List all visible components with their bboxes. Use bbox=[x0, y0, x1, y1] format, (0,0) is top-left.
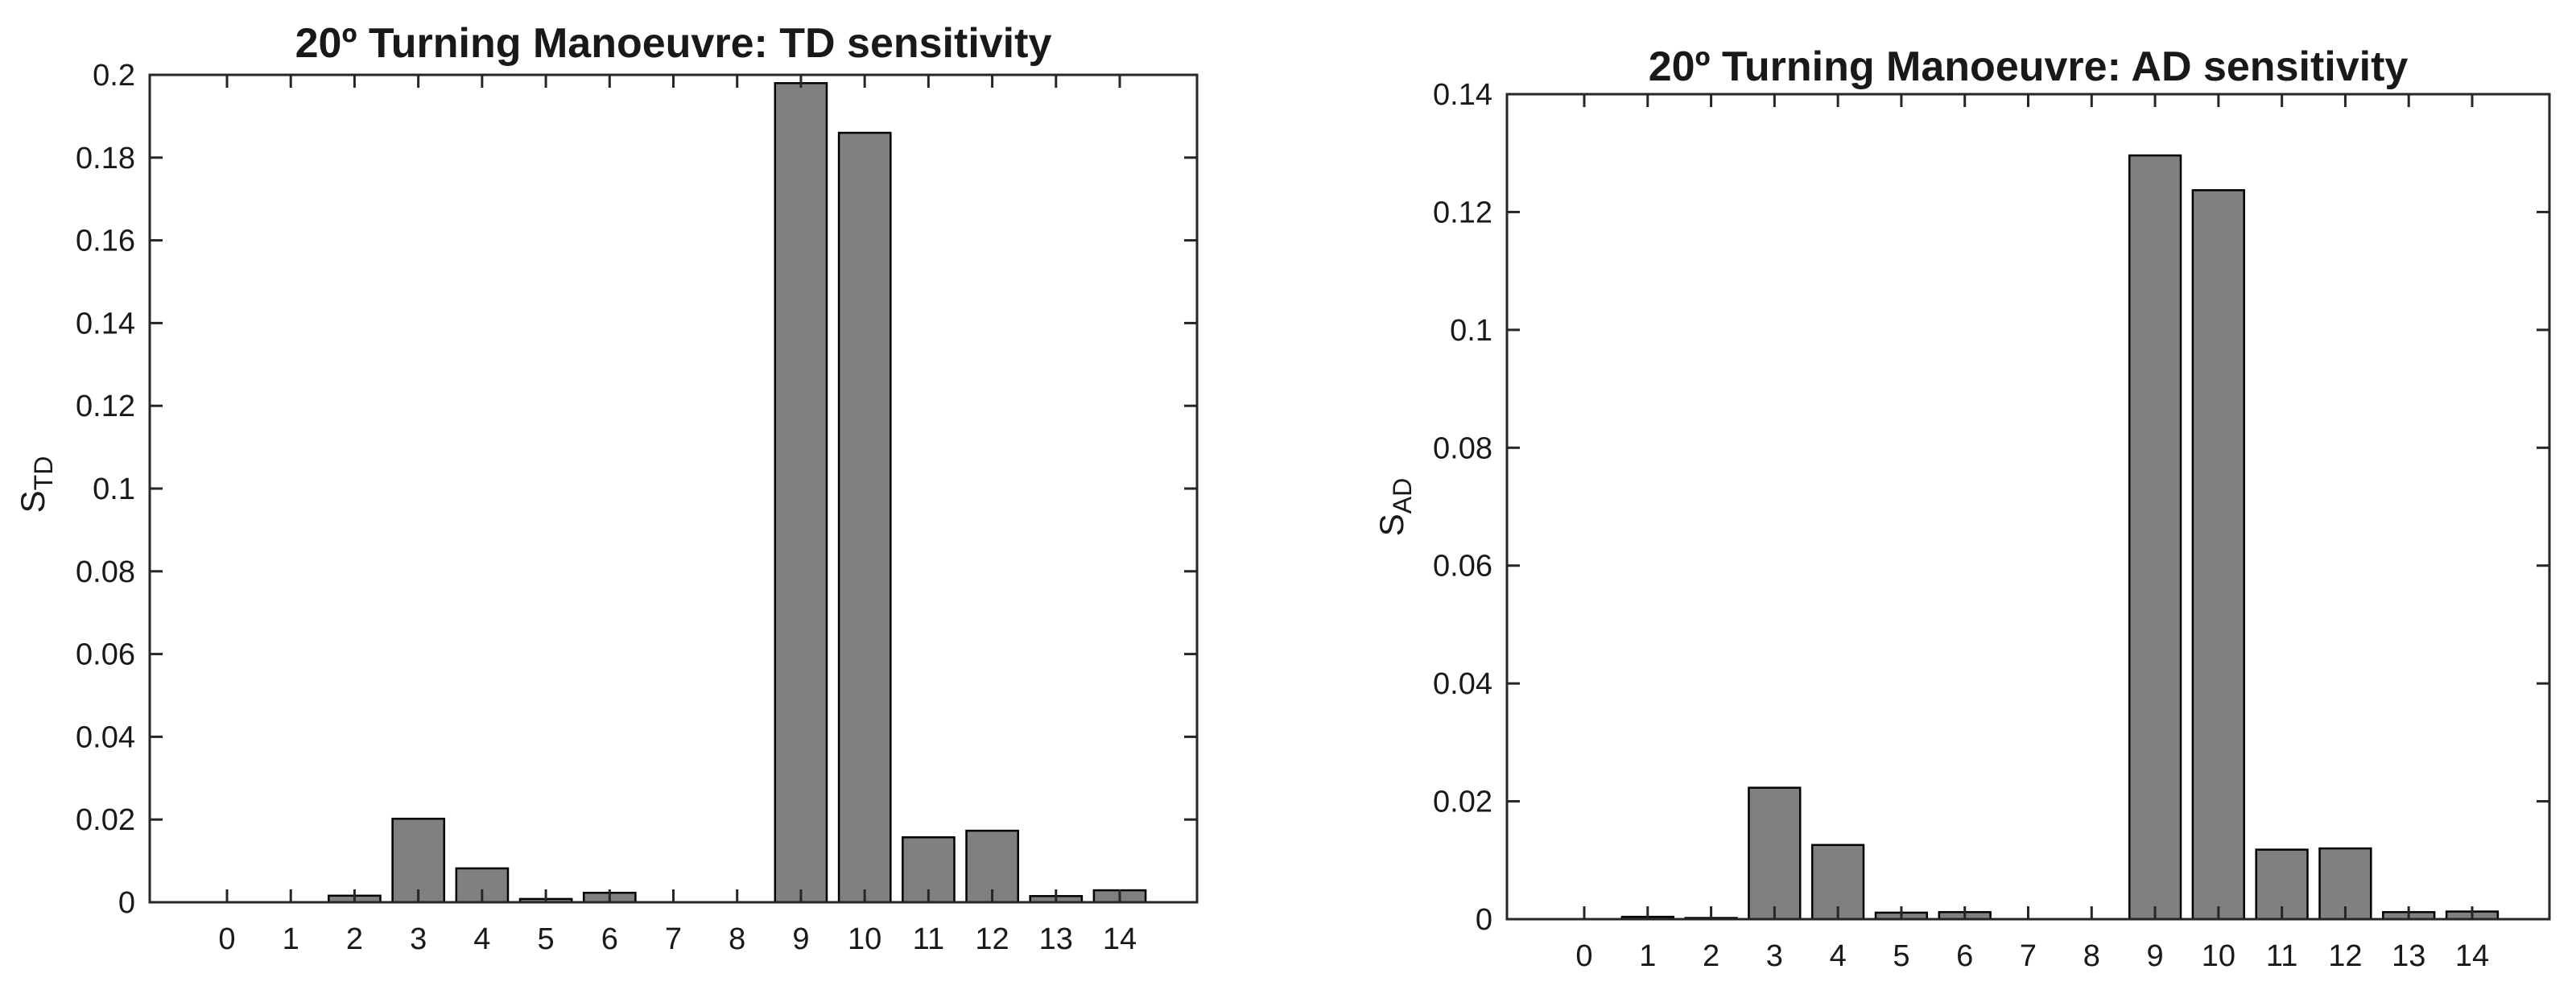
bar bbox=[774, 82, 828, 904]
x-tick-label: 10 bbox=[2202, 939, 2235, 973]
y-tick-label: 0.16 bbox=[76, 225, 135, 258]
axis-box bbox=[148, 73, 1199, 904]
chart-ad: 0 1 2 3 4 5 6 7 8 9 10 11 12 13 1400.020.040.060.080.1… bbox=[1433, 78, 2551, 973]
y-axis-label-td-sub: TD bbox=[29, 456, 58, 491]
x-tick-label: 5 bbox=[538, 922, 555, 956]
y-tick-label: 0.14 bbox=[76, 307, 135, 340]
x-tick-label: 11 bbox=[2266, 939, 2297, 973]
y-tick-label: 0.2 bbox=[93, 59, 135, 93]
x-tick-label: 9 bbox=[792, 922, 809, 956]
y-tick-label: 0.08 bbox=[1433, 431, 1492, 465]
x-tick-label: 12 bbox=[2328, 939, 2362, 973]
x-tick-label: 3 bbox=[410, 922, 427, 956]
y-tick-label: 0.06 bbox=[1433, 550, 1492, 584]
bar bbox=[837, 131, 892, 904]
bar bbox=[1748, 786, 1802, 921]
x-tick-label: 6 bbox=[601, 922, 618, 956]
y-tick-label: 0.02 bbox=[76, 803, 135, 837]
x-tick-label: 1 bbox=[1639, 939, 1656, 973]
x-tick-label: 12 bbox=[975, 922, 1009, 956]
x-tick-label: 7 bbox=[2020, 939, 2037, 973]
x-tick-label: 1 bbox=[283, 922, 299, 956]
bar bbox=[2128, 154, 2182, 921]
x-tick-label: 2 bbox=[1703, 939, 1719, 973]
x-tick-label: 5 bbox=[1893, 939, 1909, 973]
y-tick-label: 0 bbox=[118, 886, 135, 920]
chart-title-td: 20º Turning Manoeuvre: TD sensitivity bbox=[295, 20, 1052, 67]
y-axis-label-td-main: S bbox=[14, 490, 52, 514]
x-tick-label: 7 bbox=[665, 922, 682, 956]
y-tick-label: 0.08 bbox=[76, 555, 135, 589]
y-tick-label: 0.14 bbox=[1433, 78, 1492, 112]
y-tick-label: 0.1 bbox=[93, 472, 135, 506]
y-tick-label: 0 bbox=[1476, 903, 1492, 937]
y-tick-label: 0.12 bbox=[1433, 196, 1492, 229]
x-tick-label: 11 bbox=[913, 922, 944, 956]
x-tick-label: 8 bbox=[2083, 939, 2100, 973]
x-tick-label: 3 bbox=[1766, 939, 1783, 973]
bar bbox=[391, 817, 446, 904]
y-tick-label: 0.06 bbox=[76, 638, 135, 672]
x-tick-label: 0 bbox=[1575, 939, 1592, 973]
y-axis-label-ad: SAD bbox=[1371, 346, 1419, 668]
y-axis-label-td: STD bbox=[12, 324, 60, 646]
x-tick-label: 14 bbox=[1103, 922, 1137, 956]
y-tick-label: 0.04 bbox=[1433, 667, 1492, 701]
axis-box bbox=[1505, 93, 2551, 921]
x-tick-label: 4 bbox=[1830, 939, 1847, 973]
y-tick-label: 0.12 bbox=[76, 390, 135, 423]
y-tick-label: 0.04 bbox=[76, 720, 135, 754]
x-tick-label: 14 bbox=[2455, 939, 2489, 973]
x-tick-label: 2 bbox=[346, 922, 363, 956]
y-tick-label: 0.1 bbox=[1450, 314, 1492, 348]
x-tick-label: 10 bbox=[848, 922, 881, 956]
chart-td: 0 1 2 3 4 5 6 7 8 9 10 11 12 13 1400.020.040.060.080.1… bbox=[76, 59, 1199, 956]
x-tick-label: 13 bbox=[1039, 922, 1073, 956]
x-tick-label: 8 bbox=[729, 922, 745, 956]
x-tick-label: 0 bbox=[218, 922, 235, 956]
y-axis-label-ad-sub: AD bbox=[1388, 477, 1417, 514]
x-tick-label: 4 bbox=[473, 922, 490, 956]
bar bbox=[2191, 189, 2245, 921]
y-tick-label: 0.02 bbox=[1433, 786, 1492, 819]
x-tick-label: 9 bbox=[2147, 939, 2164, 973]
chart-title-ad: 20º Turning Manoeuvre: AD sensitivity bbox=[1648, 43, 2409, 90]
x-tick-label: 13 bbox=[2392, 939, 2425, 973]
y-tick-label: 0.18 bbox=[76, 142, 135, 175]
x-tick-label: 6 bbox=[1956, 939, 1973, 973]
y-axis-label-ad-main: S bbox=[1373, 514, 1410, 537]
